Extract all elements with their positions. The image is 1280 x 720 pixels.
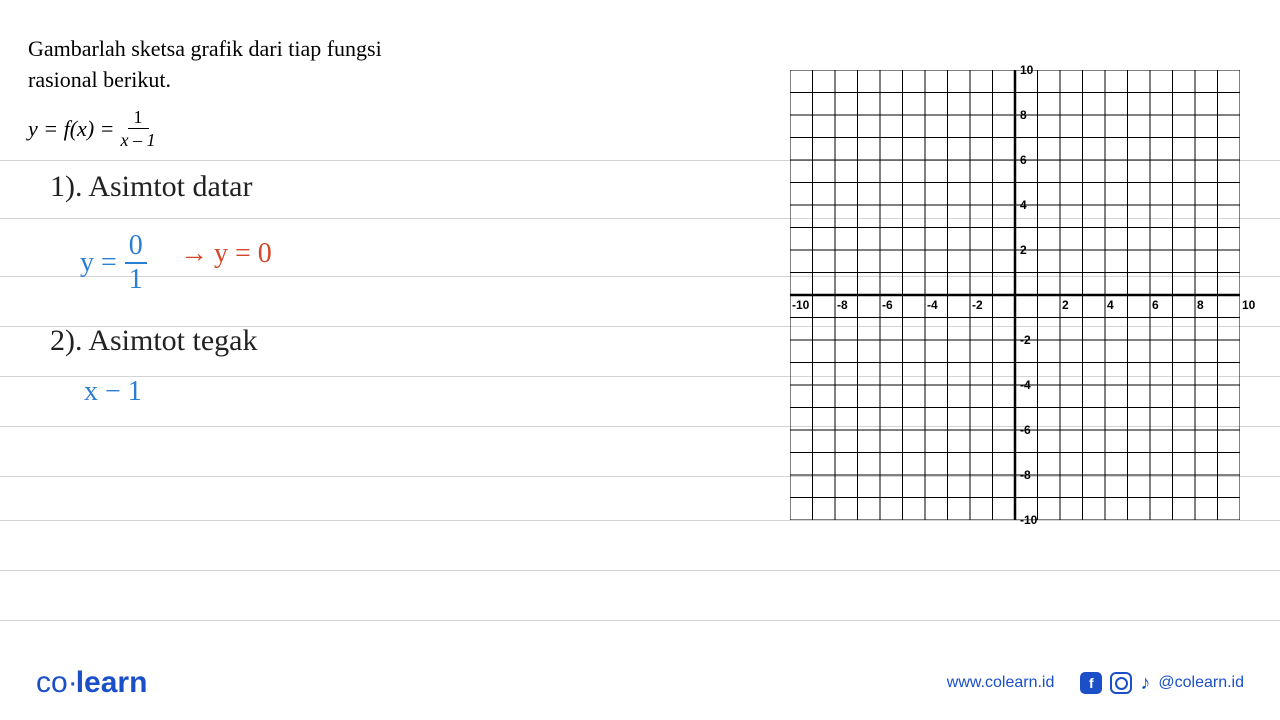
step1-eq-num: 0: [125, 230, 147, 264]
footer-handle: @colearn.id: [1158, 674, 1244, 692]
equation-denominator: x – 1: [121, 129, 156, 149]
grid-svg: [790, 70, 1240, 520]
problem-equation: y = f(x) = 1 x – 1: [28, 108, 156, 149]
logo-co: co: [36, 666, 68, 699]
problem-line-2: rasional berikut.: [28, 65, 382, 96]
logo-dot: ·: [68, 666, 76, 699]
equation-fraction: 1 x – 1: [121, 108, 156, 149]
handwrite-step2-eq: x − 1: [84, 376, 142, 408]
footer-right: www.colearn.id f ♪ @colearn.id: [947, 672, 1244, 695]
footer-url: www.colearn.id: [947, 674, 1055, 692]
logo-learn: learn: [76, 666, 148, 699]
equation-numerator: 1: [128, 108, 149, 129]
footer: co·learn www.colearn.id f ♪ @colearn.id: [0, 666, 1280, 700]
handwrite-step1-title: 1). Asimtot datar: [50, 170, 252, 204]
step1-eq-den: 1: [129, 264, 143, 296]
facebook-icon: f: [1080, 672, 1102, 694]
step1-eq-fraction: 0 1: [125, 230, 147, 296]
coordinate-grid: -10-10-8-8-6-6-4-4-2-2224466881010: [790, 70, 1240, 520]
step1-result-text: y = 0: [214, 238, 272, 270]
logo: co·learn: [36, 666, 147, 700]
instagram-icon: [1110, 672, 1132, 694]
problem-statement: Gambarlah sketsa grafik dari tiap fungsi…: [28, 34, 382, 96]
step1-eq-lhs: y =: [80, 247, 117, 279]
arrow-icon: →: [180, 238, 208, 270]
equation-lhs: y = f(x) =: [28, 116, 115, 142]
problem-line-1: Gambarlah sketsa grafik dari tiap fungsi: [28, 34, 382, 65]
tiktok-icon: ♪: [1140, 672, 1150, 695]
handwrite-step1-result: → y = 0: [180, 238, 272, 270]
handwrite-step1-eq-blue: y = 0 1: [80, 230, 147, 296]
handwrite-step2-title: 2). Asimtot tegak: [50, 324, 257, 358]
social-icons: f ♪ @colearn.id: [1080, 672, 1244, 695]
